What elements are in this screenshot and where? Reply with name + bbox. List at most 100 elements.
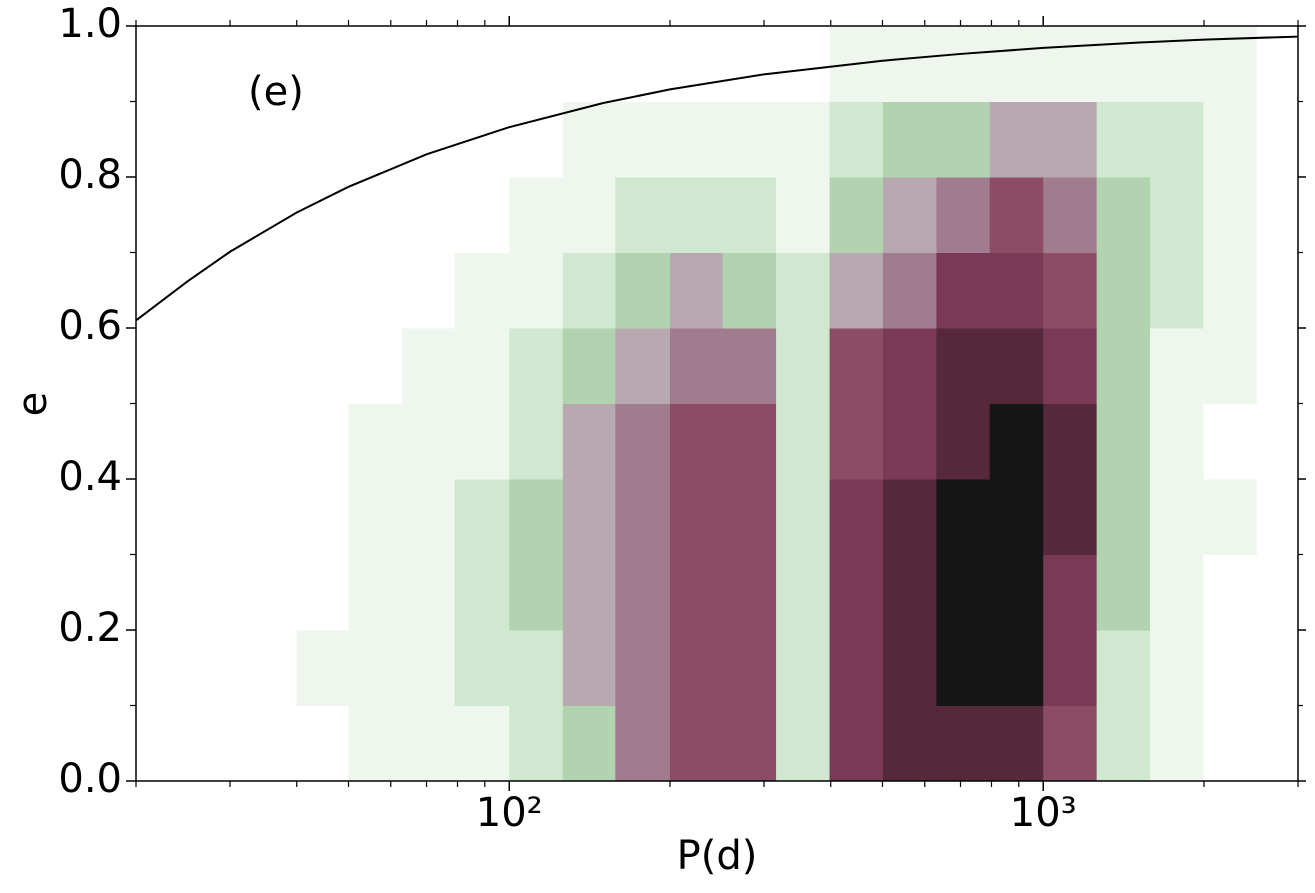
heatmap-cell [882, 403, 937, 480]
y-tick-label: 0.2 [58, 605, 122, 651]
heatmap-cell [615, 252, 671, 329]
heatmap-cell [454, 479, 510, 555]
heatmap-cell [882, 630, 937, 706]
heatmap-cell [776, 26, 831, 102]
heatmap-cell [187, 252, 246, 329]
heatmap-cell [136, 479, 189, 555]
heatmap-cell [1096, 705, 1151, 782]
heatmap-cell [348, 705, 403, 782]
heatmap-cell [1043, 252, 1098, 329]
heatmap-cell [562, 479, 616, 555]
heatmap-cell [989, 705, 1044, 782]
heatmap-cell [1043, 705, 1098, 782]
heatmap-cell [348, 403, 403, 480]
heatmap-cell [244, 177, 298, 253]
heatmap-cell [936, 101, 991, 178]
heatmap-cell [882, 252, 937, 329]
annotation: (e) [248, 69, 304, 115]
heatmap-cell [509, 630, 564, 706]
heatmap-cell [989, 630, 1044, 706]
heatmap-cell [1256, 630, 1299, 706]
heatmap-cell [989, 26, 1044, 102]
heatmap-cell [348, 479, 403, 555]
heatmap-cell [669, 554, 724, 631]
heatmap-cell [402, 403, 456, 480]
heatmap-cell [509, 26, 564, 102]
heatmap-cell [882, 554, 937, 631]
heatmap-cell [509, 101, 564, 178]
heatmap-cell [669, 101, 724, 178]
heatmap-cell [989, 479, 1044, 555]
heatmap-cell [296, 328, 349, 404]
heatmap-cell [402, 101, 456, 178]
heatmap-cell [1150, 252, 1204, 329]
heatmap-cell [402, 26, 456, 102]
heatmap-cell [296, 479, 349, 555]
heatmap-cell [1203, 479, 1258, 555]
heatmap-cell [989, 101, 1044, 178]
heatmap-cell [1256, 705, 1299, 782]
heatmap-cell [1256, 479, 1299, 555]
heatmap-cell [615, 328, 671, 404]
heatmap-cell [722, 705, 777, 782]
heatmap-cell [136, 554, 189, 631]
heatmap-cell [989, 177, 1044, 253]
heatmap-cell [669, 630, 724, 706]
heatmap-cell [348, 252, 403, 329]
heatmap-cell [562, 101, 616, 178]
heatmap-cell [669, 177, 724, 253]
heatmap-cell [1043, 403, 1098, 480]
heatmap-cell [402, 630, 456, 706]
heatmap-cell [562, 252, 616, 329]
heatmap-cell [1203, 328, 1258, 404]
heatmap-cell [348, 630, 403, 706]
heatmap-cell [989, 403, 1044, 480]
heatmap-cell [722, 554, 777, 631]
heatmap-cell [348, 328, 403, 404]
heatmap-cell [1256, 252, 1299, 329]
heatmap-cell [936, 403, 991, 480]
heatmap-cell [615, 26, 671, 102]
heatmap-cell [402, 554, 456, 631]
heatmap-cell [187, 101, 246, 178]
heatmap-cell [669, 479, 724, 555]
heatmap-cell [136, 252, 189, 329]
y-tick-label: 0.0 [58, 756, 122, 802]
heatmap-cell [882, 328, 937, 404]
heatmap-cell [244, 554, 298, 631]
heatmap-cell [187, 705, 246, 782]
heatmap-cell [1150, 328, 1204, 404]
heatmap-cell [615, 554, 671, 631]
heatmap-cell [1256, 554, 1299, 631]
heatmap-cell [454, 554, 510, 631]
heatmap-cell [1096, 252, 1151, 329]
heatmap-cell [136, 328, 189, 404]
heatmap-cell [615, 705, 671, 782]
heatmap-cell [669, 403, 724, 480]
heatmap-cell [936, 630, 991, 706]
y-tick-label: 0.6 [58, 303, 122, 349]
heatmap-cell [776, 705, 831, 782]
heatmap-cell [562, 630, 616, 706]
heatmap-cell [454, 26, 510, 102]
heatmap-cell [402, 177, 456, 253]
heatmap-cell [136, 26, 189, 102]
heatmap-cell [1203, 403, 1258, 480]
heatmap-cell [348, 101, 403, 178]
heatmap-cell [1256, 403, 1299, 480]
heatmap-cell [136, 630, 189, 706]
heatmap-cell [776, 177, 831, 253]
heatmap-cell [722, 630, 777, 706]
heatmap-cell [1203, 101, 1258, 178]
heatmap-cell [776, 328, 831, 404]
heatmap-cell [187, 403, 246, 480]
heatmap-cell [509, 705, 564, 782]
heatmap-cell [1203, 177, 1258, 253]
heatmap-cell [669, 252, 724, 329]
heatmap-cell [1203, 252, 1258, 329]
heatmap-cell [562, 403, 616, 480]
heatmap-cell [1203, 630, 1258, 706]
heatmap-cell [348, 26, 403, 102]
heatmap-cell [244, 328, 298, 404]
